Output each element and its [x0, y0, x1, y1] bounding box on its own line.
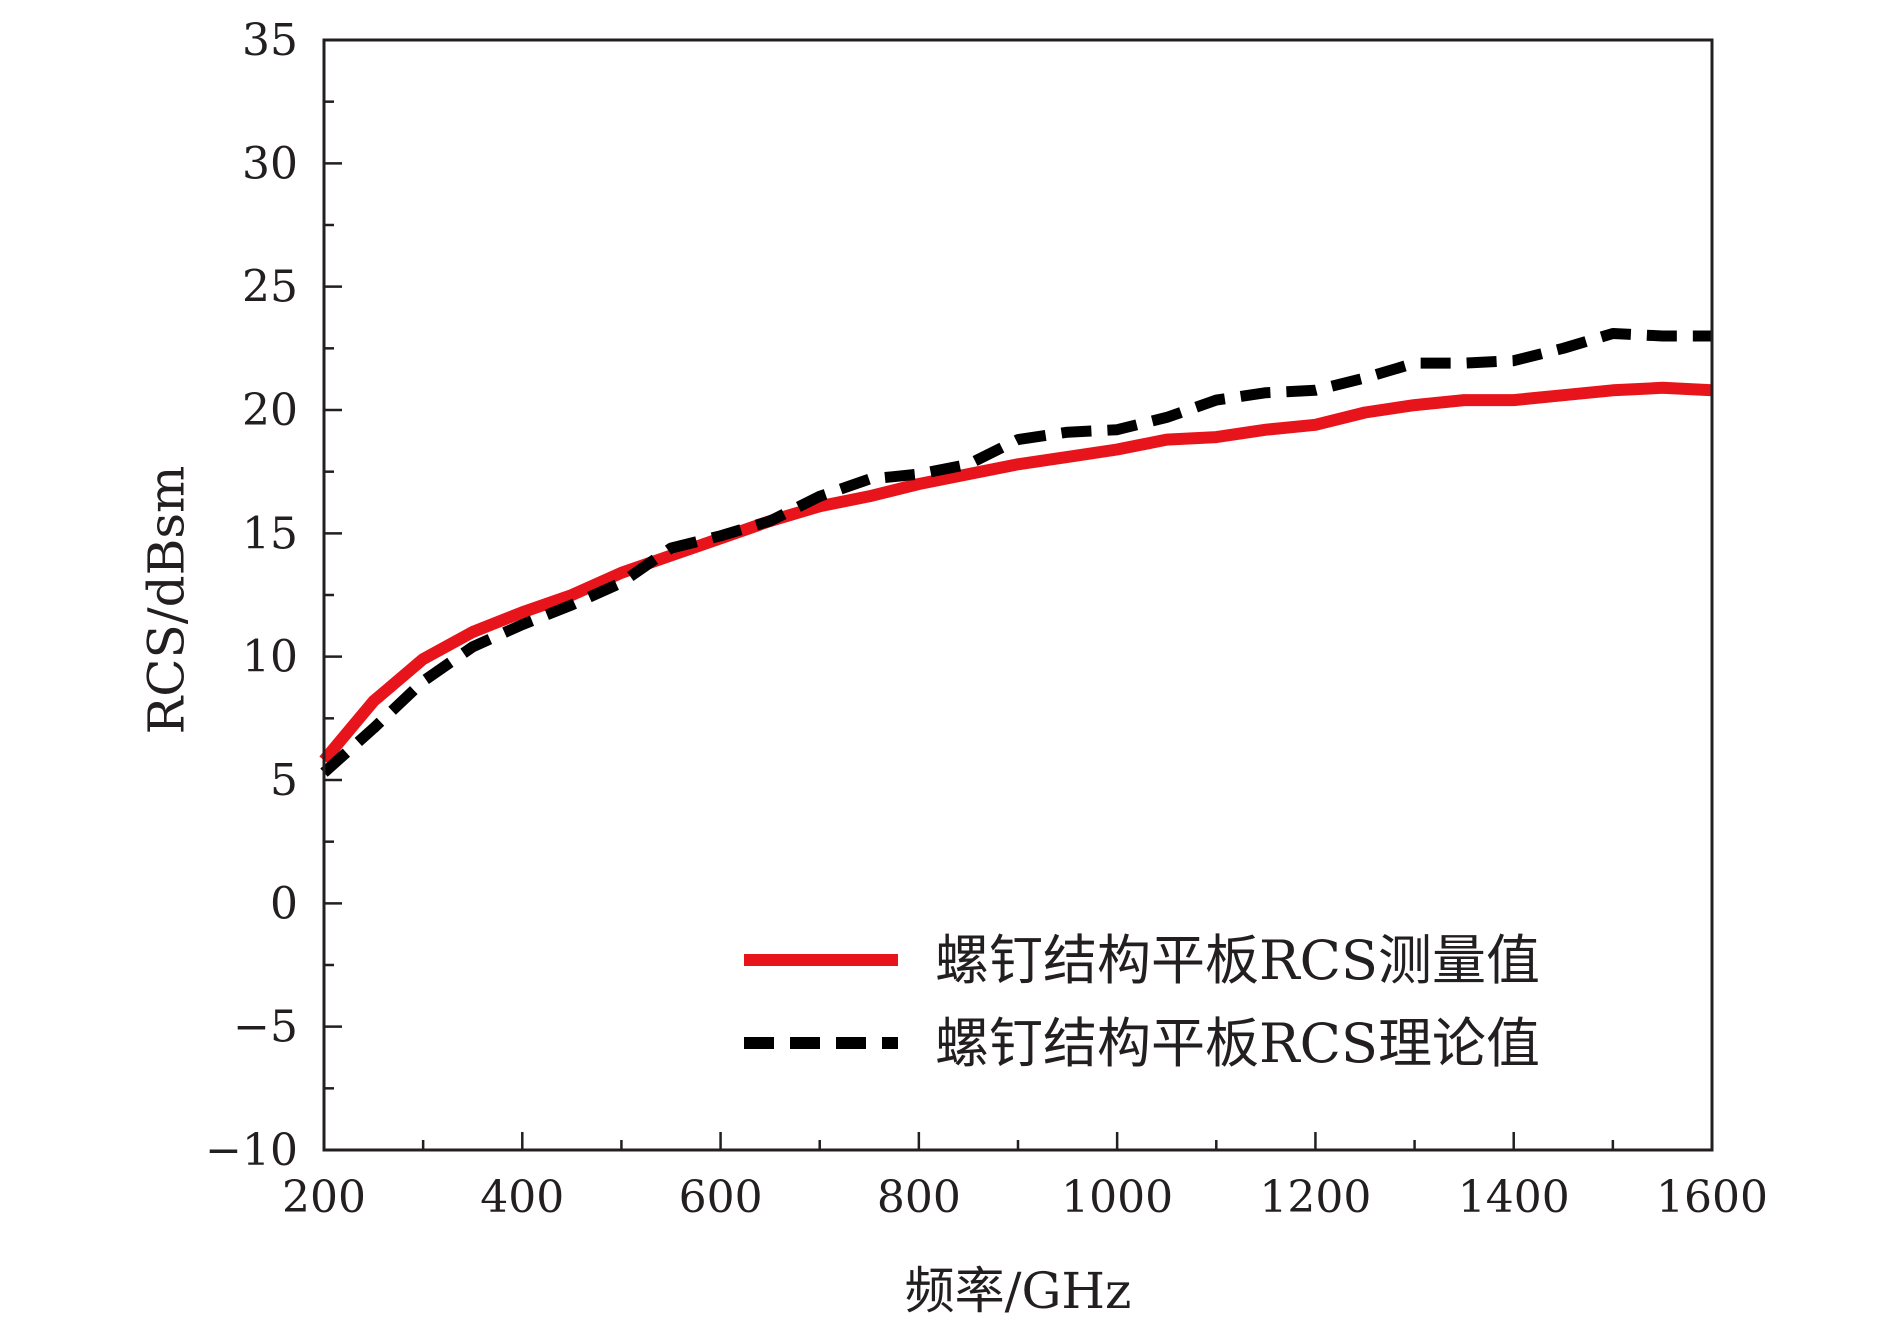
legend-label-1: 螺钉结构平板RCS测量值	[935, 929, 1540, 992]
y-tick-label: 0	[270, 878, 298, 929]
x-tick-label: 400	[480, 1172, 564, 1223]
y-tick-label: 25	[242, 262, 298, 313]
x-axis-ticks: 200 400 600 800 1000 1200 1400 1600	[282, 1132, 1768, 1223]
series-line-2	[320, 328, 1712, 777]
series-layer	[319, 328, 1713, 777]
y-tick-label: −10	[205, 1125, 298, 1176]
x-tick-label: 1200	[1259, 1172, 1371, 1223]
y-tick-label: 5	[270, 755, 298, 806]
x-tick-label: 600	[679, 1172, 763, 1223]
x-tick-label: 1600	[1656, 1172, 1768, 1223]
x-tick-label: 1400	[1458, 1172, 1570, 1223]
y-tick-label: 35	[242, 15, 298, 66]
legend-label-2: 螺钉结构平板RCS理论值	[935, 1012, 1540, 1075]
x-tick-label: 200	[282, 1172, 366, 1223]
y-tick-label: 10	[242, 632, 298, 683]
x-axis-title: 频率/GHz	[905, 1262, 1132, 1320]
series-line-1	[319, 381, 1713, 765]
y-tick-label: 20	[242, 385, 298, 436]
y-tick-label: 30	[242, 138, 298, 189]
x-tick-label: 1000	[1061, 1172, 1173, 1223]
y-axis-ticks: −10 −5 0 5 10 15 20 25 30 35	[205, 15, 342, 1176]
y-axis-title: RCS/dBsm	[138, 466, 196, 735]
y-tick-label: −5	[233, 1002, 298, 1053]
y-tick-label: 15	[242, 508, 298, 559]
x-tick-label: 800	[877, 1172, 961, 1223]
